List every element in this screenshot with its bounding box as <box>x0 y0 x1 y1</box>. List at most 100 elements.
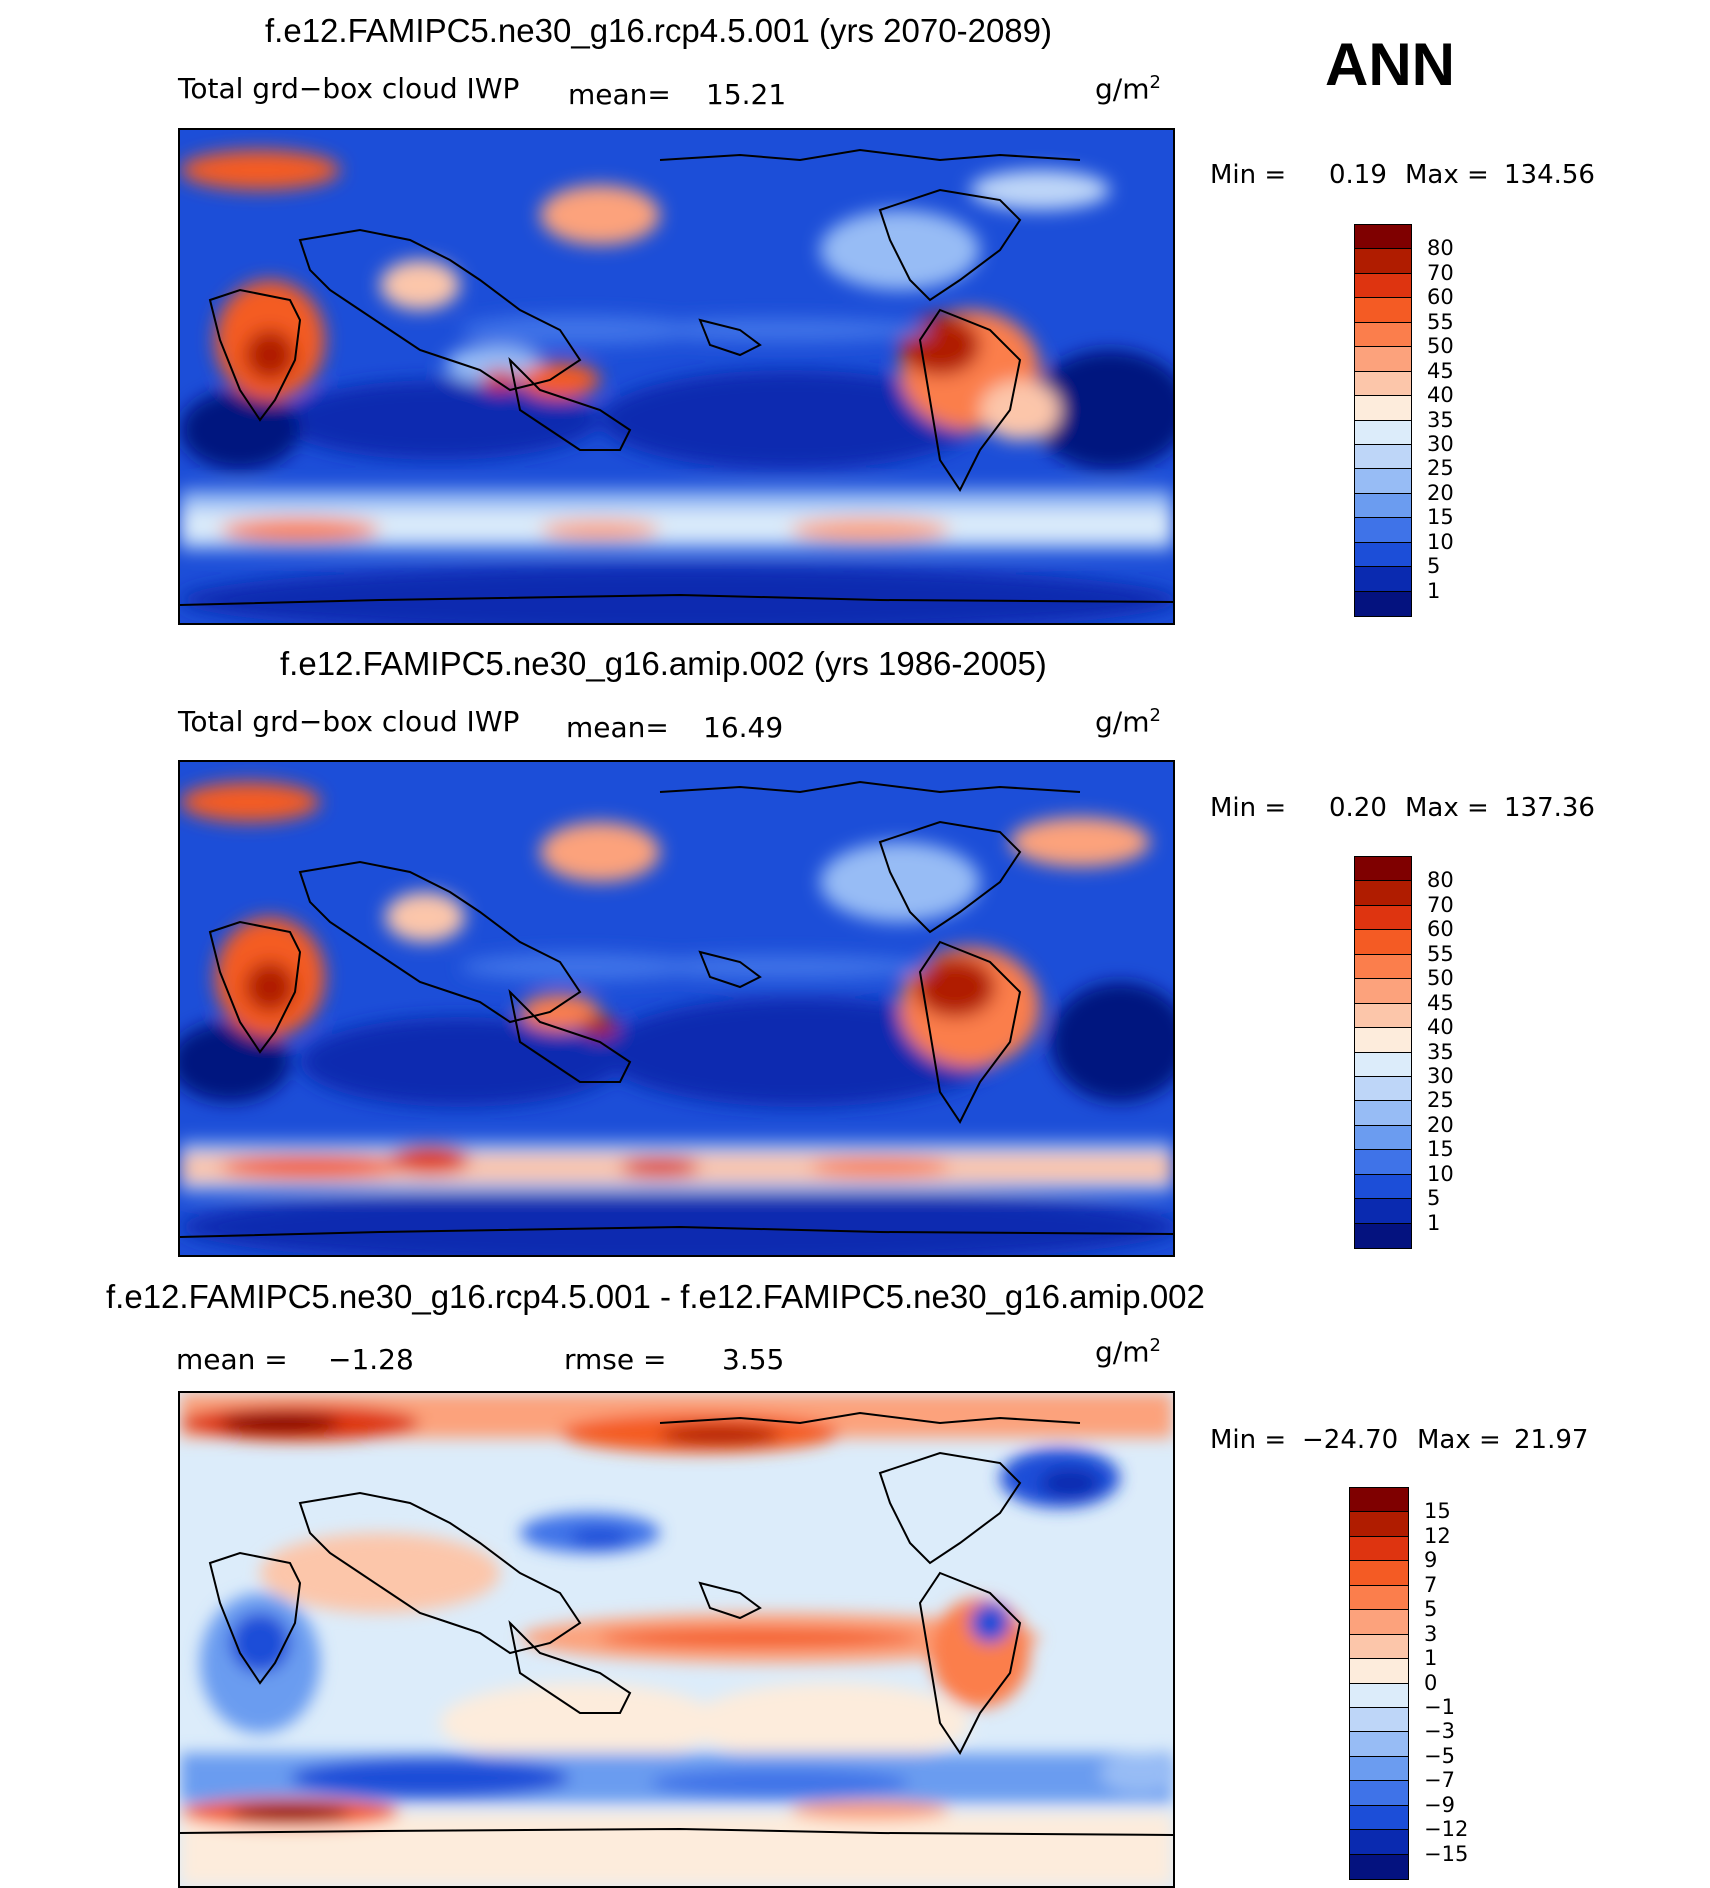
colorbar-tick-label: 3 <box>1424 1621 1438 1646</box>
panel1-min-label: Min = <box>1210 160 1287 190</box>
colorbar-tick-label: 35 <box>1427 1039 1454 1064</box>
colorbar-segment <box>1350 1805 1408 1831</box>
colorbar-segment <box>1350 1610 1408 1635</box>
colorbar-segment <box>1355 493 1411 519</box>
colorbar-tick-label: 60 <box>1427 285 1454 310</box>
colorbar-tick-label: 70 <box>1427 260 1454 285</box>
colorbar-tick-label: 1 <box>1424 1646 1438 1671</box>
colorbar-segment <box>1350 1659 1408 1684</box>
colorbar-tick-label: 5 <box>1424 1597 1438 1622</box>
colorbar-segment <box>1355 225 1411 250</box>
colorbar-segment <box>1350 1561 1408 1586</box>
colorbar-tick-label: −15 <box>1424 1841 1469 1866</box>
panel2-colorbar-ticks: 80 70 60 55 50 45 40 35 30 25 20 15 10 5 1 <box>1427 856 1507 1249</box>
colorbar-segment <box>1355 518 1411 543</box>
colorbar-tick-label: 40 <box>1427 1015 1454 1040</box>
colorbar-segment <box>1355 979 1411 1004</box>
colorbar-tick-label: 55 <box>1427 941 1454 966</box>
colorbar-segment <box>1355 420 1411 445</box>
colorbar-segment <box>1355 1223 1411 1248</box>
colorbar-segment <box>1355 1101 1411 1126</box>
colorbar-segment <box>1355 469 1411 494</box>
panel2-coastlines <box>180 780 1173 1238</box>
colorbar-tick-label: 20 <box>1427 480 1454 505</box>
panel2-min-label: Min = <box>1210 793 1287 823</box>
colorbar-segment <box>1355 1199 1411 1224</box>
colorbar-tick-label: 55 <box>1427 309 1454 334</box>
colorbar-tick-label: 45 <box>1427 990 1454 1015</box>
colorbar-segment <box>1355 930 1411 955</box>
colorbar-segment <box>1355 1003 1411 1029</box>
panel1-colorbar <box>1354 224 1412 617</box>
colorbar-tick-label: −12 <box>1424 1817 1469 1842</box>
panel3-contour-field <box>180 1393 1173 1886</box>
colorbar-segment <box>1355 249 1411 274</box>
colorbar-tick-label: 35 <box>1427 407 1454 432</box>
colorbar-tick-label: 1 <box>1427 1210 1441 1235</box>
panel3-map <box>178 1391 1175 1888</box>
colorbar-tick-label: −9 <box>1424 1792 1455 1817</box>
panel3-colorbar-ticks: 15 12 9 7 5 3 1 0 −1 −3 −5 −7 −9 −12 −15 <box>1424 1487 1504 1880</box>
panel3-title: f.e12.FAMIPC5.ne30_g16.rcp4.5.001 - f.e1… <box>106 1278 1205 1315</box>
colorbar-segment <box>1355 905 1411 931</box>
colorbar-tick-label: 15 <box>1427 1137 1454 1162</box>
colorbar-segment <box>1350 1634 1408 1660</box>
colorbar-segment <box>1355 954 1411 980</box>
panel1-mean-label: mean= <box>568 78 671 111</box>
panel2-colorbar <box>1354 856 1412 1249</box>
colorbar-segment <box>1355 542 1411 568</box>
colorbar-tick-label: 60 <box>1427 917 1454 942</box>
colorbar-tick-label: 5 <box>1427 554 1441 579</box>
colorbar-tick-label: 30 <box>1427 1063 1454 1088</box>
panel1-units: g/m2 <box>1095 72 1161 106</box>
colorbar-segment <box>1355 1174 1411 1200</box>
panel1-map <box>178 128 1175 625</box>
panel3-max-label: Max = <box>1417 1425 1501 1455</box>
colorbar-segment <box>1355 567 1411 592</box>
colorbar-tick-label: 30 <box>1427 431 1454 456</box>
colorbar-tick-label: −3 <box>1424 1719 1455 1744</box>
colorbar-segment <box>1355 857 1411 882</box>
panel1-mean-value: 15.21 <box>706 78 787 111</box>
colorbar-segment <box>1350 1536 1408 1562</box>
panel2-variable: Total grd−box cloud IWP <box>178 705 520 738</box>
colorbar-tick-label: 40 <box>1427 383 1454 408</box>
colorbar-tick-label: 5 <box>1427 1186 1441 1211</box>
colorbar-tick-label: 15 <box>1424 1499 1451 1524</box>
colorbar-segment <box>1355 1076 1411 1102</box>
colorbar-tick-label: −1 <box>1424 1694 1455 1719</box>
colorbar-tick-label: 80 <box>1427 236 1454 261</box>
panel2-max-value: 137.36 <box>1504 793 1595 823</box>
colorbar-tick-label: 10 <box>1427 529 1454 554</box>
panel2-contour-field <box>180 762 1173 1255</box>
colorbar-segment <box>1355 396 1411 421</box>
panel2-title: f.e12.FAMIPC5.ne30_g16.amip.002 (yrs 198… <box>280 645 1047 682</box>
colorbar-segment <box>1350 1781 1408 1806</box>
colorbar-segment <box>1350 1756 1408 1782</box>
panel3-mean-label: mean = <box>176 1343 288 1376</box>
colorbar-tick-label: 7 <box>1424 1572 1438 1597</box>
colorbar-tick-label: 1 <box>1427 578 1441 603</box>
colorbar-segment <box>1355 1028 1411 1053</box>
colorbar-tick-label: 20 <box>1427 1112 1454 1137</box>
colorbar-segment <box>1355 444 1411 470</box>
colorbar-segment <box>1355 1150 1411 1175</box>
colorbar-tick-label: −5 <box>1424 1743 1455 1768</box>
season-label: ANN <box>1325 31 1455 98</box>
panel2-max-label: Max = <box>1405 793 1489 823</box>
colorbar-segment <box>1355 371 1411 397</box>
colorbar-segment <box>1350 1488 1408 1513</box>
colorbar-segment <box>1355 1125 1411 1151</box>
colorbar-segment <box>1355 322 1411 348</box>
colorbar-tick-label: 45 <box>1427 358 1454 383</box>
colorbar-tick-label: 50 <box>1427 334 1454 359</box>
panel1-colorbar-ticks: 80 70 60 55 50 45 40 35 30 25 20 15 10 5 1 <box>1427 224 1507 617</box>
colorbar-tick-label: 80 <box>1427 868 1454 893</box>
panel1-contour-field <box>180 130 1173 623</box>
panel2-mean-value: 16.49 <box>703 711 784 744</box>
panel1-title: f.e12.FAMIPC5.ne30_g16.rcp4.5.001 (yrs 2… <box>265 12 1052 49</box>
panel3-colorbar <box>1349 1487 1409 1880</box>
colorbar-tick-label: 12 <box>1424 1523 1451 1548</box>
panel1-coastlines <box>180 148 1173 606</box>
panel1-min-value: 0.19 <box>1329 160 1387 190</box>
